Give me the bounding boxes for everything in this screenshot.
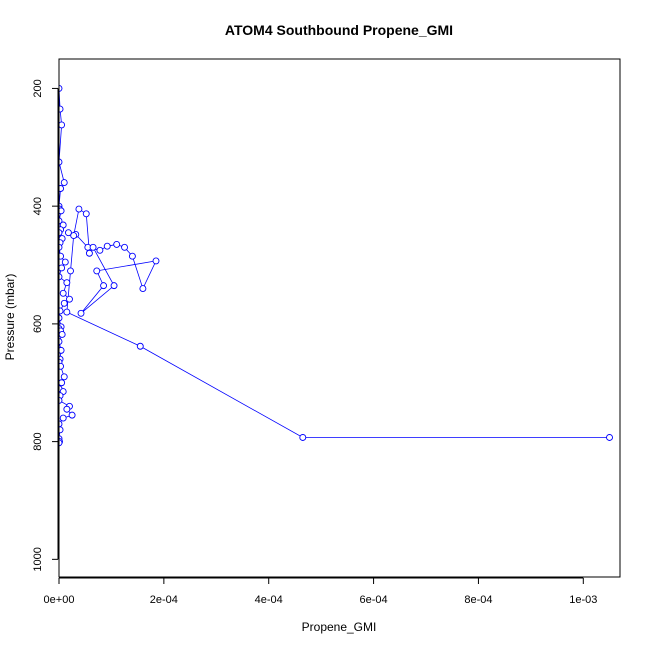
- data-point: [63, 279, 71, 287]
- data-point: [59, 420, 63, 428]
- data-point: [121, 243, 128, 251]
- y-tick-label: 800: [32, 432, 44, 450]
- data-point: [110, 282, 118, 290]
- data-point: [67, 267, 74, 275]
- data-point: [59, 439, 63, 447]
- y-tick-label: 200: [32, 79, 44, 97]
- data-point: [59, 338, 63, 345]
- data-point: [59, 314, 63, 322]
- data-point: [59, 264, 66, 272]
- data-point: [113, 240, 121, 248]
- data-point: [89, 243, 97, 251]
- data-point: [59, 346, 65, 354]
- data-point: [59, 289, 67, 297]
- data-point: [60, 373, 68, 381]
- data-point: [606, 434, 613, 441]
- data-point: [85, 249, 93, 257]
- data-point: [59, 229, 63, 237]
- data-point: [63, 308, 71, 316]
- series-line-3: [66, 208, 610, 438]
- data-point: [68, 411, 76, 419]
- data-point: [77, 309, 85, 317]
- data-point: [63, 405, 71, 413]
- y-tick-label: 400: [32, 197, 44, 215]
- data-point: [59, 252, 65, 260]
- data-point: [59, 307, 64, 315]
- data-point: [59, 207, 65, 215]
- chart-title: ATOM4 Southbound Propene_GMI: [225, 22, 453, 38]
- data-point: [59, 396, 63, 404]
- data-point: [59, 362, 65, 370]
- data-point: [59, 105, 64, 113]
- x-axis-label: Propene_GMI: [302, 620, 377, 634]
- y-axis-label: Pressure (mbar): [3, 274, 17, 361]
- data-point: [64, 229, 72, 237]
- data-point: [59, 331, 66, 338]
- data-point: [60, 179, 68, 187]
- data-point: [75, 205, 83, 213]
- data-point: [60, 299, 68, 307]
- data-point: [59, 185, 65, 192]
- data-point: [59, 414, 67, 422]
- y-axis: 200 400 600 800 1000: [32, 79, 59, 572]
- data-point: [59, 158, 63, 166]
- data-point: [59, 121, 66, 129]
- x-tick-label: 4e-04: [255, 594, 283, 606]
- data-point: [59, 379, 66, 387]
- plot-frame: [58, 58, 621, 578]
- data-point: [61, 258, 69, 266]
- data-point: [139, 285, 147, 293]
- data-point: [128, 252, 136, 260]
- data-point: [70, 232, 78, 240]
- y-tick-label: 600: [32, 315, 44, 333]
- data-point: [66, 295, 73, 303]
- data-point: [152, 257, 160, 265]
- data-point: [59, 273, 63, 281]
- y-tick-label: 1000: [32, 547, 44, 571]
- x-tick-label: 1e-03: [569, 594, 597, 606]
- data-point: [96, 246, 104, 254]
- data-point: [103, 242, 111, 250]
- data-point: [59, 426, 64, 434]
- x-tick-label: 6e-04: [360, 594, 388, 606]
- plot-content: [59, 84, 613, 447]
- x-axis: 0e+00 2e-04 4e-04 6e-04 8e-04 1e-03: [44, 577, 597, 606]
- data-point: [100, 282, 108, 290]
- data-point: [59, 243, 63, 251]
- x-tick-label: 0e+00: [44, 594, 75, 606]
- data-point: [82, 210, 90, 218]
- x-tick-label: 2e-04: [150, 594, 178, 606]
- data-point: [59, 84, 63, 92]
- data-point: [299, 434, 307, 441]
- data-point: [136, 342, 144, 350]
- data-point: [93, 267, 101, 275]
- x-tick-label: 8e-04: [464, 594, 492, 606]
